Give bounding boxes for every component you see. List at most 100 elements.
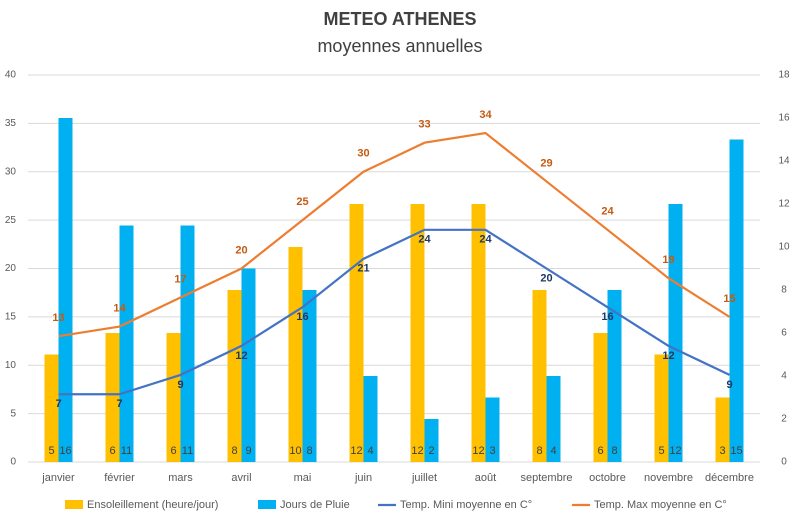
- bar: [227, 290, 242, 462]
- bar: [715, 397, 730, 462]
- bar: [58, 118, 73, 462]
- line-label: 16: [296, 311, 308, 323]
- line-label: 13: [52, 312, 64, 324]
- y-tick-label: 40: [5, 70, 17, 81]
- x-tick-label: juin: [354, 472, 372, 484]
- y-tick-label: 35: [5, 118, 17, 129]
- bar: [119, 225, 134, 462]
- bar-label: 12: [350, 445, 362, 457]
- x-tick-label: octobre: [589, 472, 626, 484]
- line-label: 7: [116, 398, 122, 410]
- bar: [410, 204, 425, 462]
- bar-label: 10: [289, 445, 301, 457]
- bar-label: 4: [367, 445, 373, 457]
- y2-tick-label: 18: [778, 70, 790, 81]
- bar: [668, 204, 683, 462]
- bar-label: 12: [669, 445, 681, 457]
- bar: [349, 204, 364, 462]
- x-tick-label: septembre: [521, 472, 573, 484]
- y-tick-label: 0: [10, 457, 16, 468]
- bar-label: 6: [597, 445, 603, 457]
- bar-label: 6: [170, 445, 176, 457]
- chart-subtitle: moyennes annuelles: [317, 36, 482, 56]
- bar-label: 9: [245, 445, 251, 457]
- y2-tick-label: 8: [781, 285, 787, 296]
- bar: [593, 333, 608, 462]
- y-tick-label: 30: [5, 166, 17, 177]
- bar: [729, 139, 744, 462]
- y2-tick-label: 4: [781, 371, 787, 382]
- line-label: 14: [113, 302, 126, 314]
- bar: [166, 333, 181, 462]
- bar: [241, 268, 256, 462]
- legend-label: Jours de Pluie: [280, 499, 350, 511]
- bar-label: 12: [411, 445, 423, 457]
- line-label: 20: [235, 244, 247, 256]
- bar-label: 3: [489, 445, 495, 457]
- line-label: 12: [235, 350, 247, 362]
- line-label: 33: [418, 119, 430, 131]
- bar-label: 5: [48, 445, 54, 457]
- line-label: 24: [601, 206, 614, 218]
- bar: [180, 225, 195, 462]
- line-label: 9: [726, 379, 732, 391]
- line-label: 7: [55, 398, 61, 410]
- line-label: 15: [723, 293, 735, 305]
- line: [58, 131, 731, 338]
- x-tick-label: novembre: [644, 472, 693, 484]
- bar-label: 8: [536, 445, 542, 457]
- bar-label: 11: [182, 445, 193, 457]
- line-label: 20: [540, 272, 552, 284]
- line-label: 9: [177, 379, 183, 391]
- line-label: 21: [357, 263, 369, 275]
- line: [58, 228, 730, 396]
- line-label: 30: [357, 148, 369, 160]
- legend-label: Temp. Mini moyenne en C°: [400, 499, 532, 511]
- bar-label: 8: [306, 445, 312, 457]
- line-label: 19: [662, 254, 674, 266]
- bar: [44, 354, 59, 462]
- bar-label: 4: [550, 445, 556, 457]
- bar-label: 8: [231, 445, 237, 457]
- y2-tick-label: 16: [778, 113, 790, 124]
- x-tick-label: janvier: [41, 472, 75, 484]
- x-tick-label: juillet: [411, 472, 437, 484]
- bar: [302, 290, 317, 462]
- bar-label: 8: [611, 445, 617, 457]
- legend-label: Ensoleillement (heure/jour): [87, 499, 218, 511]
- bar-label: 11: [121, 445, 132, 457]
- y2-tick-label: 6: [781, 328, 787, 339]
- line-label: 25: [296, 196, 308, 208]
- y2-tick-label: 14: [778, 156, 790, 167]
- bar-label: 15: [730, 445, 742, 457]
- x-tick-label: février: [104, 472, 135, 484]
- line-label: 24: [418, 234, 431, 246]
- y2-tick-label: 10: [778, 242, 790, 253]
- y2-tick-label: 0: [781, 457, 787, 468]
- bar: [485, 397, 500, 462]
- line-label: 24: [479, 234, 492, 246]
- y2-tick-label: 2: [781, 414, 787, 425]
- bar: [363, 376, 378, 462]
- bar: [471, 204, 486, 462]
- legend-swatch: [258, 500, 276, 509]
- y-tick-label: 10: [5, 360, 17, 371]
- bar: [424, 419, 439, 462]
- line-label: 29: [540, 157, 552, 169]
- bar: [607, 290, 622, 462]
- bar-label: 16: [59, 445, 71, 457]
- x-tick-label: avril: [231, 472, 251, 484]
- bar-label: 3: [719, 445, 725, 457]
- legend-label: Temp. Max moyenne en C°: [594, 499, 727, 511]
- y-tick-label: 20: [5, 263, 17, 274]
- legend-swatch: [65, 500, 83, 509]
- chart-title: METEO ATHENES: [323, 9, 476, 29]
- y-tick-label: 5: [10, 408, 16, 419]
- x-tick-label: mai: [294, 472, 312, 484]
- bar: [532, 290, 547, 462]
- bar-label: 2: [428, 445, 434, 457]
- bar: [288, 247, 303, 462]
- y-tick-label: 15: [5, 312, 17, 323]
- line-label: 16: [601, 311, 613, 323]
